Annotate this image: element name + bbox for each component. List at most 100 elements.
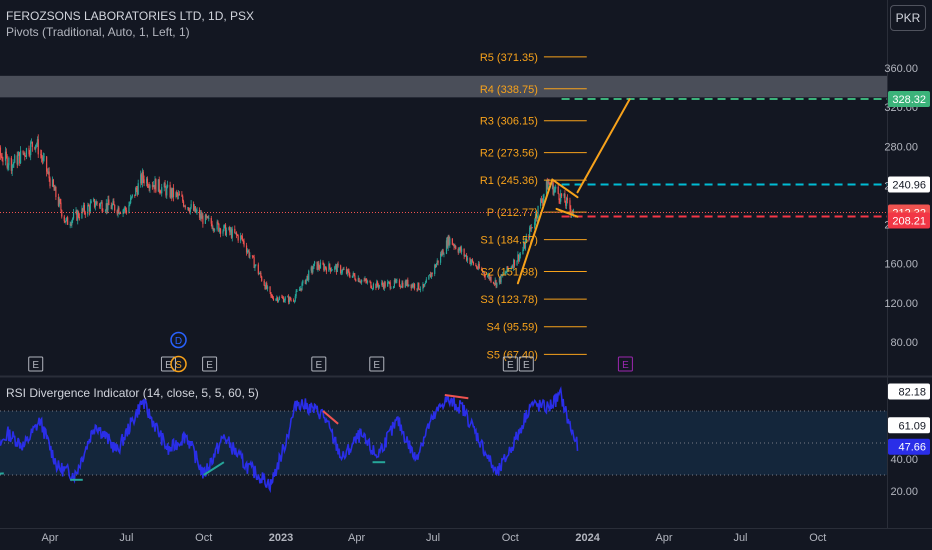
candle-body xyxy=(102,210,104,212)
candle-body xyxy=(548,181,550,184)
candle-body xyxy=(159,190,161,193)
candle-body xyxy=(70,224,72,226)
candle-body xyxy=(136,189,138,195)
rsi-indicator-label[interactable]: RSI Divergence Indicator (14, close, 5, … xyxy=(6,386,259,400)
candle-body xyxy=(235,232,238,235)
rsi-value-badge-bg xyxy=(888,438,930,455)
candle-body xyxy=(12,163,14,165)
candle-body xyxy=(247,250,249,252)
earnings-event-label: E xyxy=(315,360,322,371)
price-axis-tick: 360.00 xyxy=(884,63,918,75)
candle-body xyxy=(304,280,306,284)
candle-body xyxy=(275,298,277,301)
candle-body xyxy=(429,274,432,278)
candle-body xyxy=(449,238,451,245)
candle-body xyxy=(48,171,50,179)
candle-body xyxy=(505,272,507,274)
candle-body xyxy=(77,212,80,217)
candle-body xyxy=(306,275,308,279)
candle-body xyxy=(513,259,515,269)
candle-body xyxy=(484,275,486,278)
candle-body xyxy=(93,199,96,207)
candle-body xyxy=(252,255,254,258)
candle-body xyxy=(113,201,115,205)
candle-body xyxy=(471,259,473,263)
candle-body xyxy=(208,218,210,219)
candle-body xyxy=(392,286,395,289)
candle-body xyxy=(522,249,524,255)
candle-body xyxy=(67,217,69,225)
candle-body xyxy=(416,288,418,290)
candle-body xyxy=(400,286,402,288)
pivot-level-label: S5 (67.40) xyxy=(487,349,538,361)
candle-body xyxy=(169,184,171,198)
candle-body xyxy=(42,157,44,161)
candle-body xyxy=(272,295,274,299)
candle-body xyxy=(94,205,96,207)
candle-body xyxy=(512,266,514,269)
pivot-layer: R5 (371.35) R4 (338.75) R3 (306.15) R2 (273… xyxy=(480,52,587,361)
split-event-label: S xyxy=(175,360,182,371)
candle-body xyxy=(64,221,66,223)
candle-body xyxy=(351,275,353,278)
candle-body xyxy=(413,283,416,289)
candle-body xyxy=(445,240,448,254)
candle-body xyxy=(147,186,149,188)
candle-body xyxy=(71,220,73,225)
candle-body xyxy=(170,189,172,198)
candle-body xyxy=(69,224,71,226)
candle-body xyxy=(193,204,195,211)
candle-body xyxy=(225,229,227,236)
candle-body xyxy=(248,250,250,257)
candle-body xyxy=(182,201,185,207)
candle-body xyxy=(371,288,374,290)
candle-body xyxy=(423,284,425,287)
candle-body xyxy=(513,259,516,266)
candle-body xyxy=(123,209,125,211)
candle-body xyxy=(347,269,349,272)
grid-layer xyxy=(0,0,932,529)
candle-body xyxy=(143,179,145,184)
candle-body xyxy=(518,254,520,261)
candle-body xyxy=(36,139,38,145)
candle-body xyxy=(151,185,154,187)
candle-body xyxy=(459,247,461,250)
candle-body xyxy=(231,228,233,238)
pivot-level-label: S4 (95.59) xyxy=(487,322,538,334)
red-level-badge-bg xyxy=(888,212,930,229)
candle-body xyxy=(200,213,202,219)
candle-body xyxy=(571,213,574,215)
earnings-event-icon xyxy=(202,356,218,372)
earnings-event-icon xyxy=(518,356,534,372)
candle-body xyxy=(477,263,479,269)
candle-body xyxy=(404,281,406,288)
candle-body xyxy=(271,295,273,297)
candle-body xyxy=(331,269,333,271)
pivot-level-label: S2 (151.98) xyxy=(480,267,537,279)
candle-body xyxy=(181,195,183,197)
red-level-badge: 208.21 xyxy=(892,216,926,228)
rsi-divergence-line xyxy=(444,394,469,400)
candle-body xyxy=(277,299,280,302)
candle-body xyxy=(382,284,385,289)
candle-body xyxy=(199,213,201,218)
time-axis-tick: Apr xyxy=(41,532,58,544)
candle-body xyxy=(365,278,367,281)
candle-body xyxy=(130,197,132,204)
candle-body xyxy=(375,283,377,289)
split-event-icon xyxy=(170,355,187,373)
candle-body xyxy=(34,146,36,150)
currency-button[interactable]: PKR xyxy=(890,5,926,31)
candle-body xyxy=(455,246,457,249)
candle-body xyxy=(158,179,160,191)
candle-body xyxy=(19,152,21,164)
candle-body xyxy=(529,227,532,230)
candle-body xyxy=(13,162,15,164)
time-axis-tick: Oct xyxy=(809,532,826,544)
pivots-indicator-label[interactable]: Pivots (Traditional, Auto, 1, Left, 1) xyxy=(6,25,190,39)
rsi-band xyxy=(0,411,887,475)
earnings-event-label: E xyxy=(165,360,172,371)
candle-body xyxy=(277,297,279,302)
candle-body xyxy=(310,267,312,271)
